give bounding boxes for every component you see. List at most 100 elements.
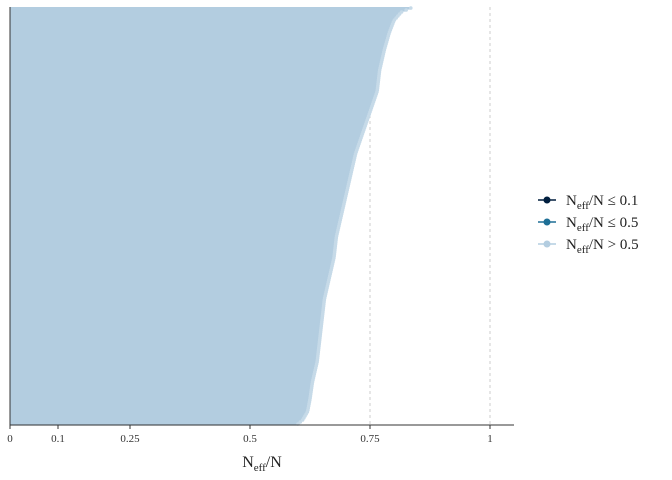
ratio-bar: [10, 423, 298, 426]
ratio-bar: [10, 13, 400, 16]
ratio-bar: [10, 77, 379, 80]
ratio-bar: [10, 15, 398, 18]
ratio-bar: [10, 327, 322, 330]
ratio-bar: [10, 7, 411, 10]
ratio-bar: [10, 69, 380, 72]
ratio-bar: [10, 177, 350, 180]
ratio-bar: [10, 167, 353, 170]
ratio-bar: [10, 291, 327, 294]
ratio-bar: [10, 391, 312, 394]
ratio-bar: [10, 333, 321, 336]
ratio-bar: [10, 309, 324, 312]
ratio-bar: [10, 331, 321, 334]
ratio-bar: [10, 99, 375, 102]
ratio-bar: [10, 417, 304, 420]
ratio-bar: [10, 57, 383, 60]
legend-label: Neff/N ≤ 0.1: [566, 193, 638, 212]
ratio-bar: [10, 109, 371, 112]
ratio-bar: [10, 255, 335, 258]
ratio-bar: [10, 365, 317, 368]
ratio-bar: [10, 363, 317, 366]
ratio-bar: [10, 75, 379, 78]
ratio-bar: [10, 147, 358, 150]
ratio-bar: [10, 31, 390, 34]
ratio-bar: [10, 269, 332, 272]
ratio-bar: [10, 91, 377, 94]
ratio-bar: [10, 259, 334, 262]
ratio-bar: [10, 41, 387, 44]
ratio-bar: [10, 93, 377, 96]
ratio-bar: [10, 151, 357, 154]
ratio-bar: [10, 61, 382, 64]
ratio-bar: [10, 343, 320, 346]
ratio-bar: [10, 405, 309, 408]
ratio-bar: [10, 123, 366, 126]
ratio-bar: [10, 83, 379, 86]
ratio-bar: [10, 329, 321, 332]
ratio-bar: [10, 311, 323, 314]
ratio-bar: [10, 375, 314, 378]
ratio-bar: [10, 71, 380, 74]
x-axis-title-tail: /N: [266, 454, 282, 471]
ratio-bar: [10, 131, 364, 134]
ratio-bar: [10, 361, 318, 364]
ratio-bar: [10, 103, 373, 106]
ratio-bar: [10, 11, 402, 14]
ratio-bar: [10, 153, 356, 156]
ratio-bar: [10, 393, 311, 396]
ratio-bar: [10, 59, 382, 62]
ratio-bar: [10, 337, 320, 340]
ratio-bar: [10, 195, 346, 198]
ratio-bar: [10, 219, 341, 222]
ratio-bar: [10, 299, 325, 302]
ratio-bar: [10, 165, 353, 168]
ratio-bar: [10, 413, 307, 416]
ratio-bar: [10, 127, 365, 130]
ratio-bar: [10, 157, 355, 160]
ratio-bar: [10, 215, 342, 218]
ratio-bar: [10, 319, 322, 322]
ratio-bar: [10, 163, 354, 166]
ratio-bar: [10, 369, 316, 372]
ratio-bar: [10, 105, 373, 108]
ratio-bar: [10, 415, 306, 418]
ratio-bar: [10, 289, 327, 292]
ratio-bar: [10, 81, 379, 84]
legend-item: Neff/N ≤ 0.1: [538, 193, 638, 212]
ratio-bar: [10, 197, 346, 200]
ratio-bar: [10, 111, 370, 114]
ratio-bar: [10, 419, 303, 422]
ratio-bar: [10, 187, 348, 190]
ratio-bar: [10, 403, 310, 406]
ratio-bar: [10, 235, 337, 238]
ratio-bar: [10, 209, 343, 212]
ratio-bar: [10, 307, 324, 310]
ratio-bar: [10, 247, 336, 250]
ratio-bar: [10, 137, 361, 140]
x-tick-label: 0.1: [51, 433, 65, 445]
ratio-bar: [10, 377, 314, 380]
ratio-bar: [10, 389, 312, 392]
ratio-bar: [10, 135, 362, 138]
ratio-bar: [10, 325, 322, 328]
ratio-bar: [10, 207, 344, 210]
ratio-bar: [10, 379, 313, 382]
ratio-bar: [10, 271, 331, 274]
ratio-bar: [10, 347, 319, 350]
ratio-bar: [10, 245, 336, 248]
ratio-bar: [10, 107, 372, 110]
ratio-bar: [10, 141, 360, 144]
ratio-bar: [10, 421, 301, 424]
ratio-bar: [10, 201, 345, 204]
ratio-bar: [10, 239, 337, 242]
ratio-bar: [10, 39, 388, 42]
ratio-bar: [10, 121, 367, 124]
ratio-bar: [10, 249, 335, 252]
ratio-bar: [10, 267, 332, 270]
ratio-bar: [10, 283, 328, 286]
ratio-bar: [10, 321, 322, 324]
ratio-bar: [10, 125, 366, 128]
ratio-bar: [10, 411, 308, 414]
ratio-bar: [10, 73, 380, 76]
